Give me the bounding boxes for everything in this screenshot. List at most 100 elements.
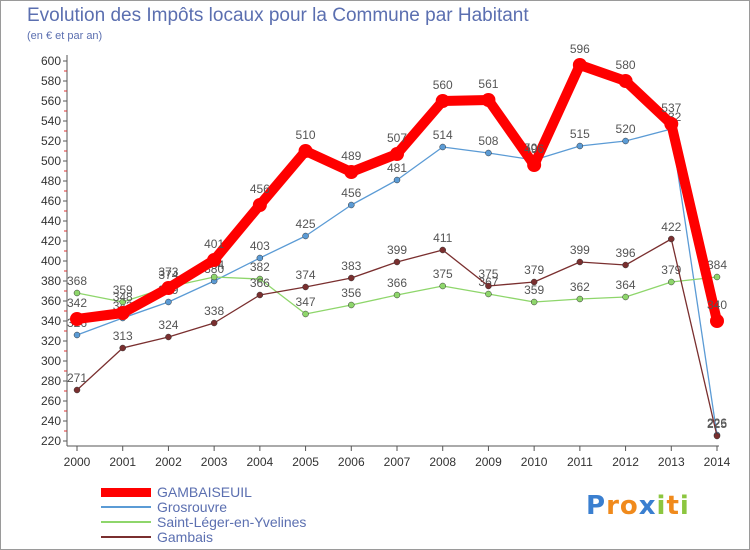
data-point: [393, 176, 401, 184]
data-point: [435, 94, 450, 108]
data-point: [481, 93, 496, 107]
x-tick-label: 2012: [612, 455, 639, 469]
legend-label: GAMBAISEUIL: [157, 484, 252, 500]
data-label: 373: [158, 265, 178, 279]
data-label: 364: [616, 278, 636, 292]
data-point: [119, 298, 126, 306]
data-label: 489: [341, 149, 361, 163]
data-label: 382: [250, 260, 270, 274]
data-label: 422: [661, 220, 681, 234]
data-point: [119, 344, 126, 352]
data-point: [207, 253, 222, 267]
x-tick-label: 2006: [338, 455, 365, 469]
data-point: [348, 274, 355, 282]
data-label: 368: [67, 274, 87, 288]
data-label: 403: [250, 239, 270, 253]
data-point: [302, 310, 309, 318]
data-point: [393, 291, 401, 299]
data-point: [664, 117, 679, 131]
data-point: [710, 314, 724, 328]
data-label: 313: [113, 329, 133, 343]
x-tick-label: 2001: [109, 455, 136, 469]
data-label: 356: [341, 286, 361, 300]
data-point: [344, 165, 359, 179]
data-label: 507: [387, 131, 407, 145]
legend-label: Saint-Léger-en-Yvelines: [157, 514, 307, 530]
y-tick-label: 300: [41, 354, 61, 368]
data-point: [70, 312, 84, 326]
data-label: 456: [250, 182, 270, 196]
y-tick-label: 580: [41, 74, 61, 88]
data-label: 510: [296, 128, 316, 142]
chart-title: Evolution des Impôts locaux pour la Comm…: [27, 5, 529, 26]
y-tick-label: 500: [41, 154, 61, 168]
data-label: 362: [570, 280, 590, 294]
data-point: [530, 278, 538, 286]
data-point: [73, 386, 81, 394]
y-tick-label: 480: [41, 174, 61, 188]
data-label: 379: [524, 263, 544, 277]
data-point: [622, 137, 629, 145]
data-label: 226: [707, 416, 727, 430]
data-label: 456: [341, 186, 361, 200]
data-point: [439, 246, 446, 254]
data-label: 338: [204, 304, 224, 318]
data-label: 374: [296, 268, 316, 282]
data-point: [256, 275, 264, 283]
data-point: [439, 282, 446, 290]
data-point: [527, 158, 542, 172]
data-point: [298, 144, 313, 158]
brand-letter: i: [679, 491, 690, 521]
data-point: [622, 261, 629, 269]
x-tick-label: 2007: [384, 455, 411, 469]
data-point: [165, 333, 172, 341]
data-label: 383: [341, 259, 361, 273]
data-label: 399: [570, 243, 590, 257]
y-tick-label: 220: [41, 434, 61, 448]
data-point: [576, 258, 584, 266]
data-point: [115, 306, 130, 320]
data-point: [622, 293, 629, 301]
y-tick-label: 260: [41, 394, 61, 408]
data-label: 271: [67, 371, 87, 385]
y-tick-label: 240: [41, 414, 61, 428]
y-tick-label: 560: [41, 94, 61, 108]
brand-letter: o: [619, 491, 639, 521]
data-label: 481: [387, 161, 407, 175]
data-point: [572, 58, 587, 72]
y-tick-label: 520: [41, 134, 61, 148]
x-tick-label: 2010: [521, 455, 548, 469]
data-label: 560: [433, 78, 453, 92]
data-point: [618, 74, 633, 88]
brand-letter: i: [656, 491, 667, 521]
data-label: 496: [524, 142, 544, 156]
x-tick-label: 2013: [658, 455, 685, 469]
data-label: 359: [113, 283, 133, 297]
data-point: [668, 235, 675, 243]
legend-swatch: [101, 521, 151, 523]
data-label: 340: [707, 298, 727, 312]
data-label: 324: [158, 318, 178, 332]
x-tick-label: 2005: [292, 455, 319, 469]
y-tick-label: 380: [41, 274, 61, 288]
y-tick-label: 280: [41, 374, 61, 388]
data-label: 514: [433, 128, 453, 142]
legend-swatch: [101, 488, 151, 497]
y-tick-label: 600: [41, 54, 61, 68]
data-point: [73, 331, 81, 339]
y-tick-label: 400: [41, 254, 61, 268]
x-tick-label: 2008: [429, 455, 456, 469]
data-label: 375: [478, 267, 498, 281]
x-tick-label: 2000: [64, 455, 91, 469]
data-label: 379: [661, 263, 681, 277]
data-label: 342: [67, 296, 87, 310]
data-point: [252, 198, 267, 212]
data-point: [390, 147, 404, 161]
legend-swatch: [101, 536, 151, 538]
data-point: [348, 301, 355, 309]
chart-subtitle: (en € et par an): [27, 30, 103, 42]
x-tick-label: 2002: [155, 455, 182, 469]
data-point: [576, 142, 584, 150]
y-tick-label: 460: [41, 194, 61, 208]
data-point: [485, 149, 492, 157]
